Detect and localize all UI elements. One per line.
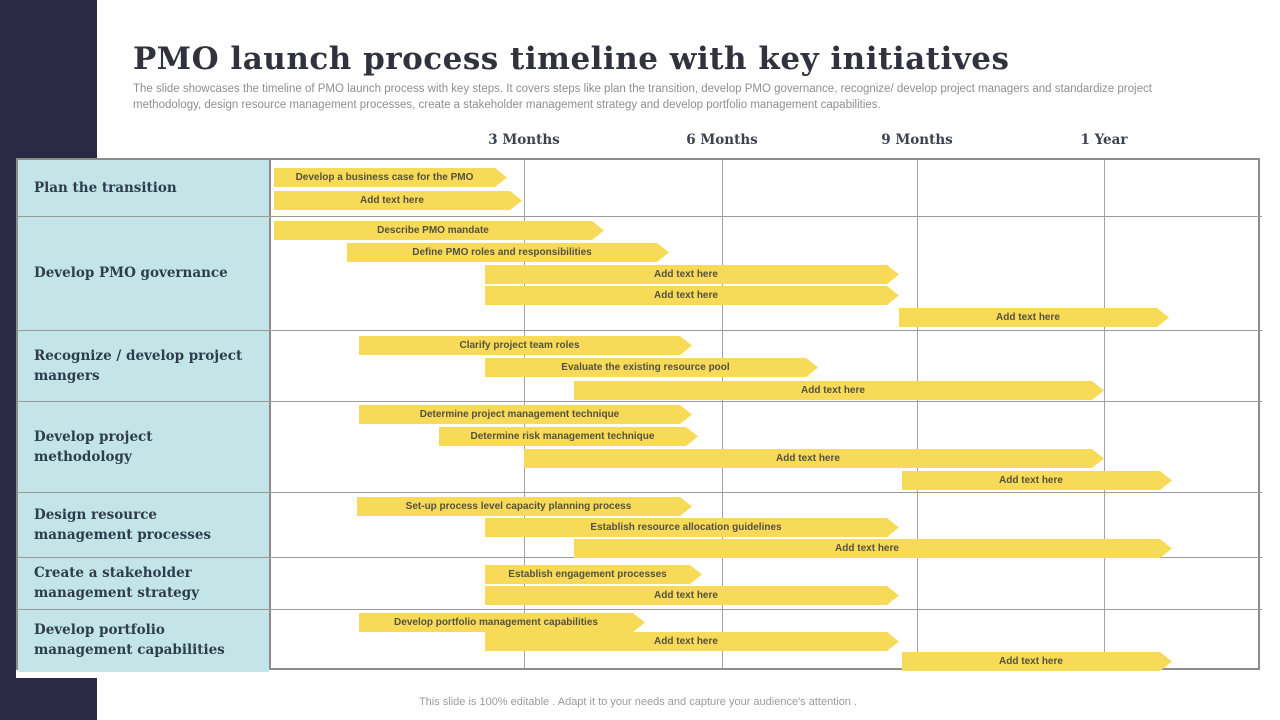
task-bar[interactable]: Develop portfolio management capabilitie…: [359, 613, 645, 632]
task-bar[interactable]: Add text here: [485, 286, 899, 305]
row-label: Create a stakeholder management strategy: [34, 565, 200, 601]
row-label: Develop portfolio management capabilitie…: [34, 622, 225, 658]
row-label-cell: Create a stakeholder management strategy: [18, 558, 269, 610]
row-separator: [18, 216, 1262, 217]
row-separator: [18, 330, 1262, 331]
axis-tick-1-year: 1 Year: [1080, 132, 1128, 148]
task-bar[interactable]: Add text here: [485, 265, 899, 284]
task-bar[interactable]: Develop a business case for the PMO: [274, 168, 507, 187]
row-label: Design resource management processes: [34, 506, 212, 543]
label-column-divider: [269, 160, 271, 668]
task-bar[interactable]: Define PMO roles and responsibilities: [347, 243, 669, 262]
row-label: Develop PMO governance: [34, 265, 228, 282]
task-bar[interactable]: Evaluate the existing resource pool: [485, 358, 818, 377]
row-label: Recognize / develop project mangers: [34, 347, 243, 384]
task-bar[interactable]: Add text here: [485, 632, 899, 651]
gridline-vertical: [722, 160, 723, 668]
row-label-cell: Develop project methodology: [18, 402, 269, 493]
page-title: PMO launch process timeline with key ini…: [133, 40, 1010, 77]
gridline-vertical: [1104, 160, 1105, 668]
task-bar[interactable]: Add text here: [899, 308, 1169, 327]
sidebar-accent-strip: [0, 0, 16, 720]
task-bar[interactable]: Determine project management technique: [359, 405, 692, 424]
task-bar[interactable]: Describe PMO mandate: [274, 221, 604, 240]
row-separator: [18, 401, 1262, 402]
task-bar[interactable]: Add text here: [574, 381, 1104, 400]
row-label-cell: Design resource management processes: [18, 493, 269, 558]
task-bar[interactable]: Establish engagement processes: [485, 565, 702, 584]
axis-tick-9-months: 9 Months: [881, 132, 953, 148]
task-bar[interactable]: Determine risk management technique: [439, 427, 698, 446]
row-label-cell: Plan the transition: [18, 160, 269, 217]
task-bar[interactable]: Clarify project team roles: [359, 336, 692, 355]
timeline-table: 3 Months 6 Months 9 Months 1 Year Plan the t…: [16, 132, 1262, 672]
page-subtitle: The slide showcases the timeline of PMO …: [133, 82, 1152, 112]
task-bar[interactable]: Add text here: [485, 586, 899, 605]
axis-tick-6-months: 6 Months: [686, 132, 758, 148]
row-label-cell: Recognize / develop project mangers: [18, 331, 269, 402]
row-label-cell: Develop portfolio management capabilitie…: [18, 610, 269, 672]
sidebar-top-block: [0, 0, 97, 158]
task-bar[interactable]: Add text here: [524, 449, 1104, 468]
gridline-vertical: [917, 160, 918, 668]
task-bar[interactable]: Add text here: [902, 652, 1172, 671]
row-label-cell: Develop PMO governance: [18, 217, 269, 331]
row-separator: [18, 609, 1262, 610]
task-bar[interactable]: Add text here: [574, 539, 1172, 558]
task-bar[interactable]: Add text here: [274, 191, 522, 210]
row-label: Develop project methodology: [34, 428, 153, 465]
task-bar[interactable]: Add text here: [902, 471, 1172, 490]
footer-note: This slide is 100% editable . Adapt it t…: [418, 696, 858, 708]
row-separator: [18, 492, 1262, 493]
task-bar[interactable]: Set-up process level capacity planning p…: [357, 497, 692, 516]
task-bar[interactable]: Establish resource allocation guidelines: [485, 518, 899, 537]
sidebar-bottom-block: [0, 678, 97, 720]
axis-tick-3-months: 3 Months: [488, 132, 560, 148]
row-label: Plan the transition: [34, 179, 177, 196]
